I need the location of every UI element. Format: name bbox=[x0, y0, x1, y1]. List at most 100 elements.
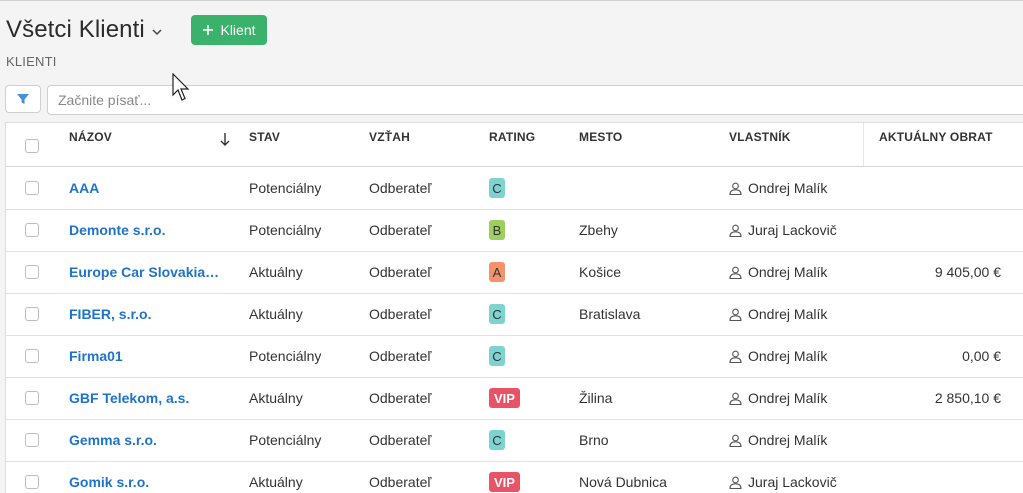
status-cell: Potenciálny bbox=[249, 432, 322, 448]
owner-name: Ondrej Malík bbox=[748, 390, 828, 406]
top-border bbox=[0, 0, 1023, 1]
status-cell: Potenciálny bbox=[249, 222, 322, 238]
plus-icon bbox=[203, 25, 214, 35]
city-cell: Košice bbox=[579, 264, 622, 280]
relation-cell: Odberateľ bbox=[369, 348, 432, 364]
turnover-cell bbox=[864, 461, 1001, 493]
column-header-relation[interactable]: VZŤAH bbox=[369, 130, 410, 144]
relation-cell: Odberateľ bbox=[369, 180, 432, 196]
client-name-link[interactable]: Gomik s.r.o. bbox=[69, 474, 150, 490]
rating-badge: VIP bbox=[489, 472, 520, 492]
page-subtitle: KLIENTI bbox=[6, 54, 57, 69]
table-row[interactable]: FIBER, s.r.o. Aktuálny Odberateľ C Bratislav… bbox=[6, 293, 1023, 336]
rating-badge: C bbox=[489, 304, 505, 324]
relation-cell: Odberateľ bbox=[369, 264, 432, 280]
user-icon bbox=[729, 182, 742, 195]
column-header-name[interactable]: NÁZOV bbox=[69, 130, 112, 144]
city-cell: Bratislava bbox=[579, 306, 641, 322]
client-name-link[interactable]: Demonte s.r.o. bbox=[69, 222, 166, 238]
owner-name: Juraj Lackovič bbox=[748, 222, 837, 238]
user-icon bbox=[729, 266, 742, 279]
status-cell: Aktuálny bbox=[249, 390, 303, 406]
column-header-city[interactable]: MESTO bbox=[579, 130, 623, 144]
client-name-link[interactable]: Firma01 bbox=[69, 348, 123, 364]
owner-cell: Ondrej Malík bbox=[729, 251, 827, 293]
owner-name: Ondrej Malík bbox=[748, 306, 828, 322]
chevron-down-icon bbox=[152, 29, 162, 36]
owner-cell: Ondrej Malík bbox=[729, 167, 827, 209]
rating-badge: A bbox=[489, 262, 505, 282]
row-checkbox[interactable] bbox=[25, 349, 39, 363]
user-icon bbox=[729, 350, 742, 363]
column-header-rating[interactable]: RATING bbox=[489, 130, 536, 144]
rating-badge: C bbox=[489, 346, 505, 366]
filter-button[interactable] bbox=[5, 85, 41, 113]
owner-cell: Ondrej Malík bbox=[729, 419, 827, 461]
arrow-down-icon[interactable] bbox=[219, 131, 231, 147]
select-all-checkbox[interactable] bbox=[25, 139, 39, 153]
owner-cell: Ondrej Malík bbox=[729, 335, 827, 377]
rating-badge: VIP bbox=[489, 388, 520, 408]
row-checkbox[interactable] bbox=[25, 391, 39, 405]
column-header-status[interactable]: STAV bbox=[249, 130, 281, 144]
column-header-turnover[interactable]: AKTUÁLNY OBRAT bbox=[879, 130, 993, 144]
user-icon bbox=[729, 434, 742, 447]
turnover-cell: 9 405,00 € bbox=[934, 264, 1001, 280]
add-client-button[interactable]: Klient bbox=[191, 15, 267, 45]
client-name-link[interactable]: AAA bbox=[69, 180, 100, 196]
client-name-link[interactable]: FIBER, s.r.o. bbox=[69, 306, 152, 322]
owner-cell: Ondrej Malík bbox=[729, 293, 827, 335]
search-input[interactable] bbox=[47, 85, 1023, 115]
relation-cell: Odberateľ bbox=[369, 474, 432, 490]
table-row[interactable]: AAA Potenciálny Odberateľ C Ondrej Malík bbox=[6, 167, 1023, 210]
turnover-cell bbox=[864, 419, 1001, 461]
turnover-cell bbox=[864, 209, 1001, 251]
table-header: NÁZOV STAV VZŤAH RATING MESTO VLASTNÍK A… bbox=[6, 123, 1023, 167]
owner-cell: Juraj Lackovič bbox=[729, 461, 837, 493]
owner-name: Juraj Lackovič bbox=[748, 474, 837, 490]
relation-cell: Odberateľ bbox=[369, 222, 432, 238]
table-row[interactable]: Demonte s.r.o. Potenciálny Odberateľ B Zbehy… bbox=[6, 209, 1023, 252]
page-title-dropdown[interactable]: Všetci Klienti bbox=[6, 14, 163, 46]
status-cell: Potenciálny bbox=[249, 348, 322, 364]
mouse-cursor-icon bbox=[172, 73, 190, 101]
row-checkbox[interactable] bbox=[25, 181, 39, 195]
status-cell: Aktuálny bbox=[249, 474, 303, 490]
owner-name: Ondrej Malík bbox=[748, 180, 828, 196]
row-checkbox[interactable] bbox=[25, 307, 39, 321]
city-cell: Brno bbox=[579, 432, 609, 448]
turnover-cell: 0,00 € bbox=[962, 348, 1001, 364]
client-name-link[interactable]: Europe Car Slovakia s.r.o. bbox=[69, 264, 221, 280]
owner-name: Ondrej Malík bbox=[748, 348, 828, 364]
relation-cell: Odberateľ bbox=[369, 432, 432, 448]
relation-cell: Odberateľ bbox=[369, 390, 432, 406]
owner-name: Ondrej Malík bbox=[748, 264, 828, 280]
city-cell: Zbehy bbox=[579, 222, 618, 238]
turnover-cell: 2 850,10 € bbox=[934, 390, 1001, 406]
client-name-link[interactable]: Gemma s.r.o. bbox=[69, 432, 157, 448]
row-checkbox[interactable] bbox=[25, 475, 39, 489]
table-row[interactable]: Firma01 Potenciálny Odberateľ C Ondrej Malík… bbox=[6, 335, 1023, 378]
status-cell: Aktuálny bbox=[249, 264, 303, 280]
user-icon bbox=[729, 224, 742, 237]
table-row[interactable]: Europe Car Slovakia s.r.o. Aktuálny Odbera… bbox=[6, 251, 1023, 294]
status-cell: Potenciálny bbox=[249, 180, 322, 196]
table-row[interactable]: Gemma s.r.o. Potenciálny Odberateľ C Brno Ond… bbox=[6, 419, 1023, 462]
column-header-owner[interactable]: VLASTNÍK bbox=[729, 130, 791, 144]
page-title: Všetci Klienti bbox=[6, 16, 145, 43]
owner-name: Ondrej Malík bbox=[748, 432, 828, 448]
row-checkbox[interactable] bbox=[25, 433, 39, 447]
clients-table: NÁZOV STAV VZŤAH RATING MESTO VLASTNÍK A… bbox=[5, 122, 1023, 493]
column-separator bbox=[863, 123, 864, 166]
row-checkbox[interactable] bbox=[25, 265, 39, 279]
status-cell: Aktuálny bbox=[249, 306, 303, 322]
table-row[interactable]: Gomik s.r.o. Aktuálny Odberateľ VIP Nová Dub… bbox=[6, 461, 1023, 493]
relation-cell: Odberateľ bbox=[369, 306, 432, 322]
rating-badge: B bbox=[489, 220, 505, 240]
city-cell: Žilina bbox=[579, 390, 613, 406]
row-checkbox[interactable] bbox=[25, 223, 39, 237]
client-name-link[interactable]: GBF Telekom, a.s. bbox=[69, 390, 190, 406]
user-icon bbox=[729, 308, 742, 321]
table-row[interactable]: GBF Telekom, a.s. Aktuálny Odberateľ VIP Žil… bbox=[6, 377, 1023, 420]
filter-icon bbox=[17, 94, 29, 104]
